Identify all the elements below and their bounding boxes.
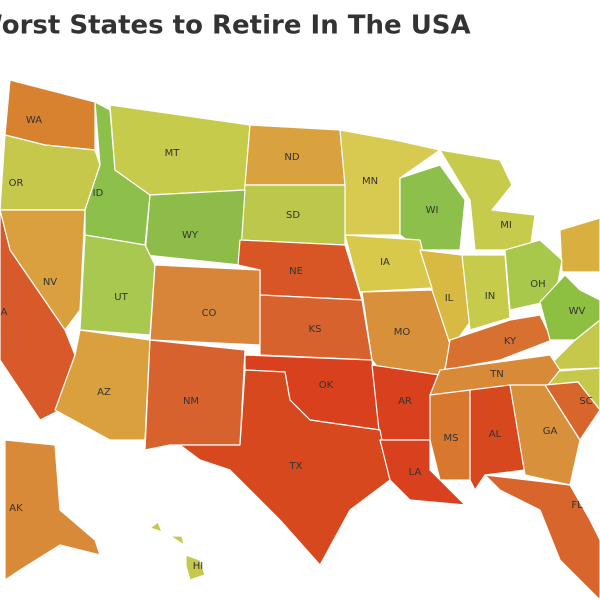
state-label: AL — [489, 429, 502, 440]
state-label: GA — [543, 426, 558, 437]
state-shape — [79, 234, 156, 336]
state-shape — [4, 439, 101, 581]
state-label: MO — [394, 327, 411, 338]
state-shape — [539, 274, 600, 341]
state-shape — [509, 384, 581, 486]
state-label: OK — [319, 380, 334, 391]
state-label: NM — [183, 396, 199, 407]
state-label: A — [1, 307, 8, 318]
state-label: SD — [286, 210, 300, 221]
state-label: MN — [362, 176, 378, 187]
state-label: TN — [489, 369, 504, 380]
state-label: TX — [289, 461, 303, 472]
state-label: OH — [530, 279, 545, 290]
state-shape — [429, 389, 471, 481]
state-label: NE — [289, 266, 303, 277]
state-shape — [179, 369, 391, 566]
state-shape — [484, 474, 600, 600]
state-shape — [504, 239, 563, 311]
state-label: ID — [93, 188, 104, 199]
state-shape — [149, 264, 261, 346]
state-label: SC — [579, 396, 592, 407]
state-label: FL — [571, 500, 583, 511]
state-shape — [169, 535, 185, 546]
state-label: MT — [165, 148, 181, 159]
state-label: AR — [398, 396, 412, 407]
state-label: IN — [485, 291, 495, 302]
state-shape — [439, 149, 536, 251]
state-label: IA — [380, 257, 390, 268]
states: WA OR ID MT ND MN WI MI SD WY NE IA IL IN OH NV UT CO KS MO… — [0, 79, 600, 600]
state-shape — [185, 554, 206, 581]
state-label: UT — [114, 292, 128, 303]
state-shape — [144, 339, 246, 451]
state-label: WI — [426, 205, 439, 216]
state-label: KY — [504, 336, 517, 347]
state-label: AK — [9, 503, 23, 514]
state-shape — [559, 217, 600, 273]
state-label: IL — [445, 293, 454, 304]
state-label: OR — [9, 178, 24, 189]
state-label: WA — [26, 115, 42, 126]
map-title: Worst States to Retire In The USA — [0, 11, 471, 41]
state-label: WY — [182, 230, 199, 241]
state-label: LA — [409, 467, 422, 478]
state-label: WV — [569, 306, 586, 317]
state-label: HI — [193, 561, 203, 572]
state-label: ND — [284, 152, 299, 163]
unlabeled-states — [544, 217, 600, 411]
state-shape — [149, 521, 163, 533]
state-label: MI — [500, 220, 512, 231]
state-label: KS — [309, 324, 322, 335]
state-shape — [461, 254, 511, 331]
state-label: CO — [202, 308, 217, 319]
state-label: MS — [444, 433, 459, 444]
state-label: NV — [43, 277, 57, 288]
state-label: AZ — [97, 387, 111, 398]
state-shape — [544, 381, 600, 441]
state-shape — [399, 164, 466, 251]
state-shape — [144, 189, 246, 266]
